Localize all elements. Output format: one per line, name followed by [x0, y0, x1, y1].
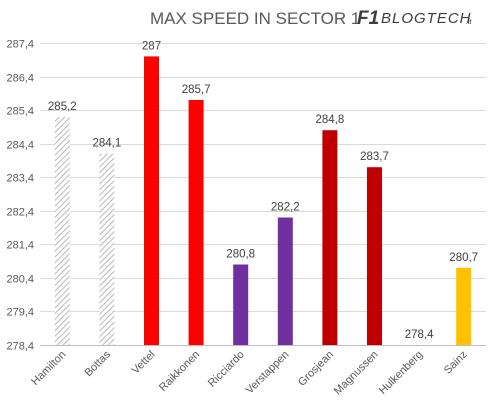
- bar-vettel: [144, 56, 159, 346]
- bars: [54, 56, 472, 346]
- data-label-grosjean: 284,8: [316, 114, 345, 126]
- bar-hamilton: [54, 116, 70, 345]
- x-tick-label-bottas: Bottas: [82, 348, 113, 379]
- logo: F1 BLOGTECH .it: [357, 8, 473, 29]
- y-tick-label: 278,4: [6, 341, 34, 353]
- data-label-ricciardo: 280,8: [226, 249, 255, 261]
- bar-magnussen: [367, 167, 382, 345]
- data-label-hulkenberg: 278,4: [405, 329, 434, 341]
- y-tick-label: 280,4: [6, 274, 34, 286]
- x-tick-label-sainz: Sainz: [442, 349, 470, 377]
- x-tick-label-ricciardo: Ricciardo: [206, 349, 247, 390]
- data-label-verstappen: 282,2: [271, 202, 300, 214]
- y-tick-label: 286,4: [6, 73, 34, 85]
- x-tick-label-magnussen: Magnussen: [332, 349, 381, 398]
- data-labels: 285,2 284,1 287 285,7 280,8 282,2 284,8 283,7 27…: [48, 40, 478, 341]
- x-tick-label-hulkenberg: Hulkenberg: [377, 349, 425, 397]
- chart-title: MAX SPEED IN SECTOR 1: [150, 9, 360, 28]
- x-tick-label-verstappen: Verstappen: [244, 349, 292, 397]
- x-tick-label-raikkonen: Raikkonen: [157, 349, 202, 394]
- y-tick-label: 283,4: [6, 173, 34, 185]
- x-tick-label-vettel: Vettel: [130, 349, 158, 377]
- data-label-sainz: 280,7: [449, 252, 478, 264]
- logo-f1-text: F1: [357, 8, 379, 29]
- x-tick-label-hamilton: Hamilton: [29, 349, 68, 388]
- bar-verstappen: [277, 217, 293, 345]
- x-axis-ticks: Hamilton Bottas Vettel Raikkonen RicciardoVe…: [29, 348, 470, 397]
- bar-grosjean: [322, 130, 338, 345]
- y-tick-label: 281,4: [6, 240, 34, 252]
- y-tick-label: 282,4: [6, 207, 34, 219]
- x-tick-label-grosjean: Grosjean: [296, 349, 336, 389]
- bar-ricciardo: [233, 264, 249, 345]
- y-tick-label: 285,4: [6, 106, 34, 118]
- logo-suffix-text: .it: [466, 19, 473, 26]
- bar-raikkonen: [188, 100, 204, 345]
- data-label-magnussen: 283,7: [360, 151, 389, 163]
- y-tick-label: 284,4: [6, 140, 34, 152]
- y-axis-ticks: 278,4 279,4 280,4 281,4 282,4 283,4 284,4 285,4…: [6, 39, 34, 353]
- y-tick-label: 279,4: [6, 307, 34, 319]
- data-label-bottas: 284,1: [93, 138, 122, 150]
- bar-bottas: [99, 153, 115, 345]
- bar-sainz: [456, 267, 472, 345]
- y-tick-label: 287,4: [6, 39, 34, 51]
- data-label-hamilton: 285,2: [48, 101, 77, 113]
- data-label-raikkonen: 285,7: [182, 84, 211, 96]
- data-label-vettel: 287: [142, 40, 161, 52]
- logo-main-text: BLOGTECH: [381, 10, 472, 27]
